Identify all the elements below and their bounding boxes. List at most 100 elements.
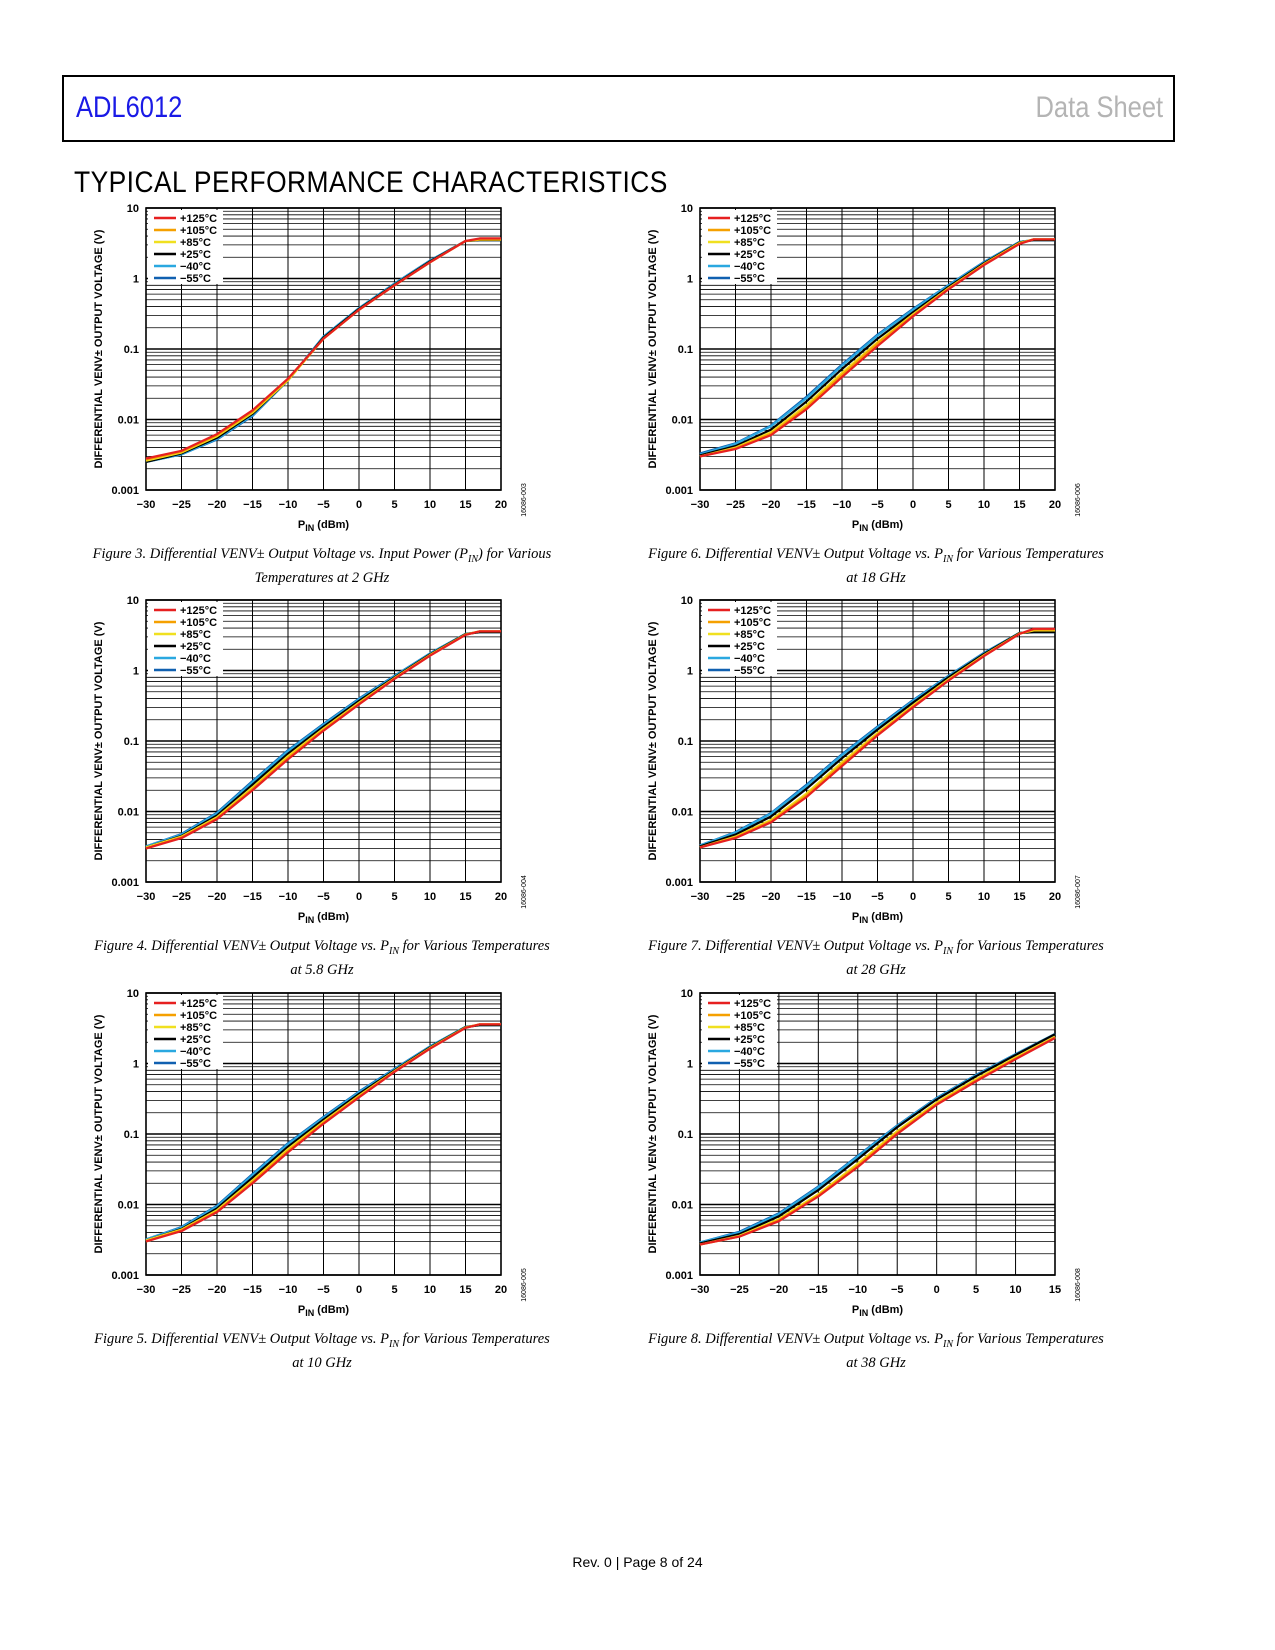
figure-id: 16086-003 [521,483,528,517]
x-tick-label: −20 [208,499,227,511]
figure: +125°C +105°C +85°C +25°C −40°C −55°C −30 −25 −2… [616,592,1136,992]
x-tick-label: −10 [279,1284,298,1296]
x-tick-label: 15 [459,891,471,903]
legend-label: +25°C [180,249,211,261]
x-tick-label: 10 [424,891,436,903]
x-tick-label: −30 [691,499,710,511]
plot-frame [145,599,502,883]
legend-box [702,602,777,676]
x-tick-label: −5 [871,891,884,903]
series-line [145,1023,501,1243]
y-tick-label: 1 [133,274,139,286]
legend-label: +85°C [734,629,765,641]
x-tick-label: −5 [317,1284,330,1296]
x-tick-label: −20 [208,1284,227,1296]
x-tick-label: −25 [172,1284,191,1296]
document-type: Data Sheet [1035,91,1163,124]
y-tick-label: 1 [687,274,693,286]
x-tick-label: 0 [934,1284,940,1296]
x-tick-label: −30 [137,891,156,903]
page-footer: Rev. 0 | Page 8 of 24 [572,1554,703,1570]
y-tick-label: 0.01 [118,807,139,819]
y-tick-label: 1 [687,666,693,678]
x-tick-label: 20 [495,499,507,511]
plot-frame [699,207,1056,491]
legend-box [148,995,223,1069]
x-tick-label: −25 [172,891,191,903]
legend-label: +125°C [734,998,771,1010]
legend-label: +25°C [180,641,211,653]
y-tick-label: 1 [687,1059,693,1071]
legend-label: +25°C [180,1034,211,1046]
y-tick-label: 0.1 [124,344,139,356]
legend-label: +105°C [180,617,217,629]
x-tick-label: −30 [137,499,156,511]
x-tick-label: −5 [317,499,330,511]
x-tick-label: −30 [137,1284,156,1296]
y-tick-label: 0.1 [124,1129,139,1141]
x-tick-label: −20 [762,891,781,903]
x-tick-label: 0 [910,891,916,903]
y-axis-title: DIFFERENTIAL VENV± OUTPUT VOLTAGE (V) [647,621,659,860]
x-tick-label: 15 [1013,499,1025,511]
x-tick-label: −20 [762,499,781,511]
x-tick-label: 10 [978,499,990,511]
series-line [145,630,501,850]
y-tick-label: 0.1 [124,736,139,748]
x-axis-title: PIN (dBm) [298,911,350,925]
figure-id: 16086-004 [521,875,528,909]
y-tick-label: 10 [681,595,693,607]
x-tick-label: 0 [356,499,362,511]
x-tick-label: −15 [243,891,262,903]
y-tick-label: 1 [133,666,139,678]
x-tick-label: 5 [973,1284,979,1296]
series-line [699,1033,1056,1245]
y-tick-label: 0.001 [111,485,139,497]
x-tick-label: −10 [279,499,298,511]
legend-label: +105°C [180,225,217,237]
y-tick-label: 0.001 [665,485,693,497]
series-line [699,627,1055,849]
figure: +125°C +105°C +85°C +25°C −40°C −55°C −30 −25 −2… [62,200,582,600]
x-tick-label: −10 [279,891,298,903]
x-tick-label: 10 [424,499,436,511]
legend-label: +85°C [734,1022,765,1034]
legend-label: +25°C [734,249,765,261]
y-tick-label: 0.01 [118,415,139,427]
chart: +125°C+105°C+85°C+25°C−40°C−55°C −30 −25 −2… [93,988,528,1318]
y-tick-label: 1 [133,1059,139,1071]
figure-caption: Figure 7. Differential VENV± Output Volt… [648,938,1104,978]
x-tick-label: 15 [459,1284,471,1296]
x-axis-title: PIN (dBm) [298,1304,350,1318]
legend-label: +125°C [180,998,217,1010]
y-tick-label: 10 [127,595,139,607]
x-tick-label: 5 [945,499,951,511]
legend-label: −40°C [180,1046,211,1058]
plot-frame [145,992,502,1276]
figure-caption: Figure 4. Differential VENV± Output Volt… [94,938,550,978]
x-tick-label: −15 [797,891,816,903]
x-tick-label: 20 [495,1284,507,1296]
x-tick-label: 0 [356,1284,362,1296]
x-tick-label: 5 [391,499,397,511]
y-tick-label: 0.1 [678,1129,693,1141]
y-tick-label: 0.001 [665,877,693,889]
y-axis-title: DIFFERENTIAL VENV± OUTPUT VOLTAGE (V) [93,229,105,468]
chart: +125°C+105°C+85°C+25°C−40°C−55°C −30 −25 −2… [647,988,1082,1318]
y-tick-label: 0.001 [111,877,139,889]
y-tick-label: 10 [127,988,139,1000]
product-name[interactable]: ADL6012 [76,91,183,124]
y-tick-label: 0.01 [118,1200,139,1212]
chart: +125°C+105°C+85°C+25°C−40°C−55°C −30 −25 −2… [93,203,528,533]
x-tick-label: 15 [459,499,471,511]
chart: +125°C+105°C+85°C+25°C−40°C−55°C −30 −25 −2… [647,203,1082,533]
series-line [145,237,501,460]
legend-label: +25°C [734,1034,765,1046]
x-tick-label: −30 [691,891,710,903]
legend-label: +85°C [180,237,211,249]
y-tick-label: 10 [127,203,139,215]
figure: +125°C +105°C +85°C +25°C −40°C −55°C −30 −25 −2… [616,985,1136,1385]
legend-box [148,210,223,284]
legend-label: −55°C [180,665,211,677]
y-tick-label: 0.01 [672,1200,693,1212]
